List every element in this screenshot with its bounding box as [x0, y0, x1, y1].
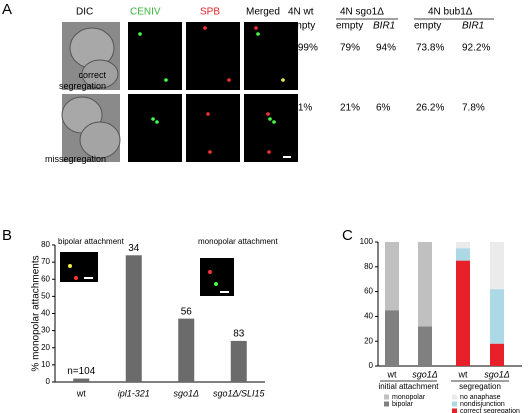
- legend-label: nondisjunction: [460, 401, 505, 408]
- y-tick-label: 0: [369, 361, 374, 370]
- table-cell: 26.2%: [416, 103, 444, 114]
- x-tick-label: sgo1Δ: [412, 369, 438, 379]
- x-tick-label: wt: [76, 388, 86, 398]
- table-cell: 6%: [376, 103, 391, 114]
- x-tick-label: sgo1Δ: [173, 388, 199, 398]
- table-cell: 73.8%: [416, 43, 444, 54]
- legend-swatch: [452, 401, 457, 407]
- legend-swatch: [452, 408, 457, 413]
- inset-title: bipolar attachment: [58, 237, 125, 246]
- panel-label: C: [342, 227, 353, 244]
- bar-annotation: 56: [181, 306, 193, 317]
- table-subheader: empty: [414, 21, 441, 32]
- x-tick-label: ipl1-321: [118, 388, 150, 398]
- legend-swatch: [384, 394, 389, 400]
- bar-annotation: n=104: [67, 366, 96, 377]
- column-header: CENIV: [130, 7, 161, 18]
- y-tick-label: 20: [364, 336, 373, 345]
- y-tick-label: 40: [364, 312, 373, 321]
- panel-label: B: [2, 227, 12, 244]
- bar-annotation: 83: [233, 329, 245, 340]
- y-tick-label: 20: [41, 343, 50, 352]
- bar-segment: [490, 289, 504, 344]
- legend-label: monopolar: [392, 394, 426, 401]
- x-tick-label: sgo1Δ/SLI15: [213, 388, 266, 398]
- y-tick-label: 80: [41, 240, 50, 249]
- y-tick-label: 10: [41, 360, 50, 369]
- panel-label: A: [2, 1, 12, 18]
- inset-dot: [208, 270, 212, 274]
- table-cell: 92.2%: [462, 43, 490, 54]
- table-header: 4N wt: [288, 7, 314, 18]
- group-label: initial attachment: [378, 382, 439, 391]
- y-tick-label: 70: [41, 257, 50, 266]
- inset-dot: [68, 264, 72, 268]
- inset-dot: [74, 276, 78, 280]
- table-subheader: BIR1: [462, 21, 484, 32]
- bar-segment: [418, 242, 432, 327]
- y-tick-label: 50: [41, 291, 50, 300]
- bar-segment: [456, 248, 470, 261]
- scale-bar: [84, 277, 93, 279]
- micrographs: [61, 22, 298, 162]
- bar-segment: [490, 343, 504, 366]
- bar-segment: [385, 310, 399, 366]
- x-tick-label: wt: [458, 369, 468, 379]
- inset-image: [200, 258, 234, 296]
- legend-label: no anaphase: [460, 394, 501, 401]
- y-tick-label: 40: [41, 309, 50, 318]
- column-header: DIC: [76, 7, 93, 18]
- table-cell: 94%: [376, 43, 396, 54]
- table-subheader: BIR1: [373, 21, 395, 32]
- bar-segment: [490, 242, 504, 290]
- bar-segment: [418, 326, 432, 366]
- table-header: 4N bub1Δ: [428, 7, 473, 18]
- table-cell: >99%: [292, 43, 318, 54]
- legend-label: correct segregation: [460, 408, 520, 413]
- table-cell: 21%: [340, 103, 360, 114]
- bar: [73, 378, 90, 382]
- y-tick-label: 60: [41, 274, 50, 283]
- table-subheader: empty: [288, 21, 315, 32]
- table-cell: <1%: [292, 103, 312, 114]
- legend-swatch: [452, 394, 457, 400]
- table-cell: 79%: [340, 43, 360, 54]
- y-tick-label: 100: [360, 237, 374, 246]
- inset-dot: [214, 282, 218, 286]
- table-header: 4N sgo1Δ: [340, 7, 384, 18]
- x-tick-label: sgo1Δ: [484, 369, 510, 379]
- bar-annotation: 34: [128, 243, 140, 254]
- table-cell: 7.8%: [462, 103, 485, 114]
- bar-segment: [385, 242, 399, 311]
- column-header: SPB: [200, 7, 220, 18]
- y-tick-label: 30: [41, 326, 50, 335]
- y-tick-label: 0: [46, 377, 51, 386]
- legend-label: bipolar: [392, 401, 414, 408]
- bar: [125, 255, 142, 382]
- y-tick-label: 80: [364, 262, 373, 271]
- bar-segment: [456, 260, 470, 366]
- row-label: correct segregation: [58, 70, 106, 91]
- scale-bar: [220, 291, 229, 293]
- legend-swatch: [384, 401, 389, 407]
- inset-title: monopolar attachment: [198, 237, 278, 246]
- y-tick-label: 60: [364, 287, 373, 296]
- bar: [178, 318, 195, 382]
- bar-segment: [456, 242, 470, 249]
- x-tick-label: wt: [387, 369, 397, 379]
- column-header: Merged: [246, 7, 280, 18]
- group-label: segregation: [459, 382, 501, 391]
- row-label: missegregation: [44, 154, 106, 164]
- y-axis-label: % monopolar attachments: [31, 255, 42, 371]
- bar: [230, 340, 247, 382]
- table-subheader: empty: [336, 21, 363, 32]
